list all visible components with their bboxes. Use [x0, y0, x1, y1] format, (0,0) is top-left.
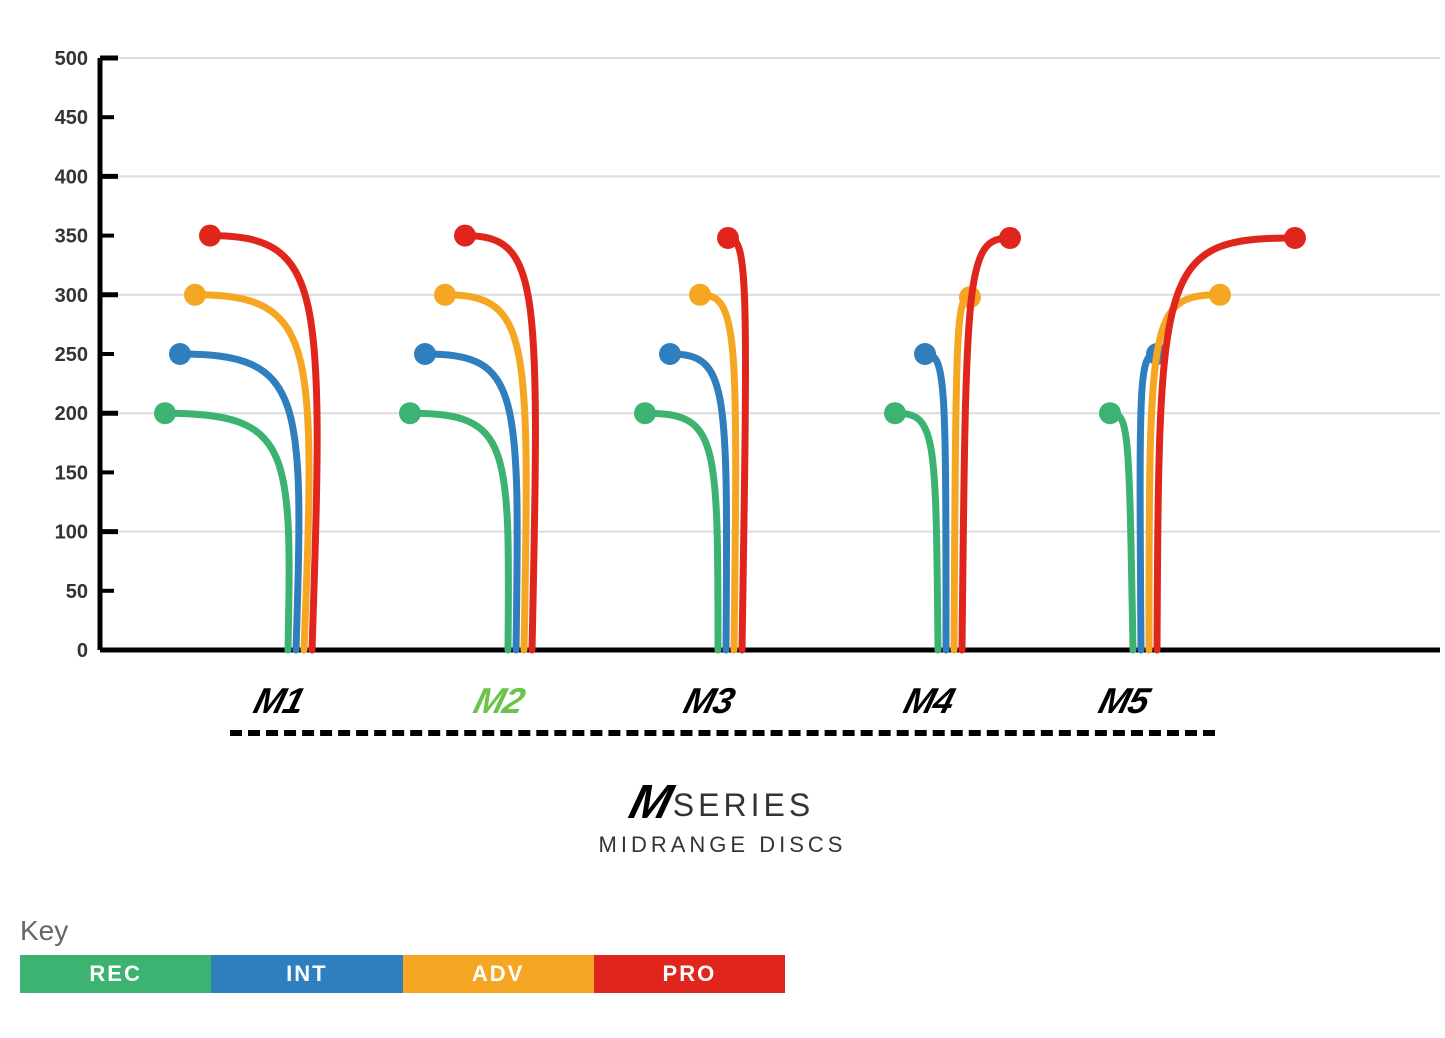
legend-title: Key: [20, 915, 68, 947]
disc-label-m4: M4: [899, 680, 958, 722]
svg-text:500: 500: [55, 50, 88, 70]
svg-text:250: 250: [55, 344, 88, 366]
series-title: MSERIES: [0, 775, 1445, 830]
flight-chart: 0 50 100 150 200 250 300 350 400 450 500: [20, 50, 1440, 660]
svg-text:0: 0: [77, 640, 88, 660]
legend-item-adv: ADV: [403, 955, 594, 993]
series-subtitle: MIDRANGE DISCS: [0, 832, 1445, 858]
disc-label-m3: M3: [679, 680, 738, 722]
disc-label-m5: M5: [1094, 680, 1153, 722]
series-logo: M: [623, 775, 676, 830]
legend-item-int: INT: [211, 955, 402, 993]
svg-text:350: 350: [55, 226, 88, 248]
series-word: SERIES: [673, 787, 814, 823]
dashed-separator: [230, 730, 1215, 736]
legend-item-rec: REC: [20, 955, 211, 993]
legend-bar: RECINTADVPRO: [20, 955, 785, 993]
svg-text:100: 100: [55, 522, 88, 544]
disc-label-m1: M1: [249, 680, 308, 722]
svg-text:150: 150: [55, 462, 88, 484]
svg-text:450: 450: [55, 107, 88, 129]
disc-label-m2: M2: [469, 680, 528, 722]
svg-text:200: 200: [55, 403, 88, 425]
legend-item-pro: PRO: [594, 955, 785, 993]
svg-text:300: 300: [55, 285, 88, 307]
chart-svg: 0 50 100 150 200 250 300 350 400 450 500: [20, 50, 1440, 660]
svg-text:400: 400: [55, 166, 88, 188]
svg-text:50: 50: [66, 581, 88, 603]
